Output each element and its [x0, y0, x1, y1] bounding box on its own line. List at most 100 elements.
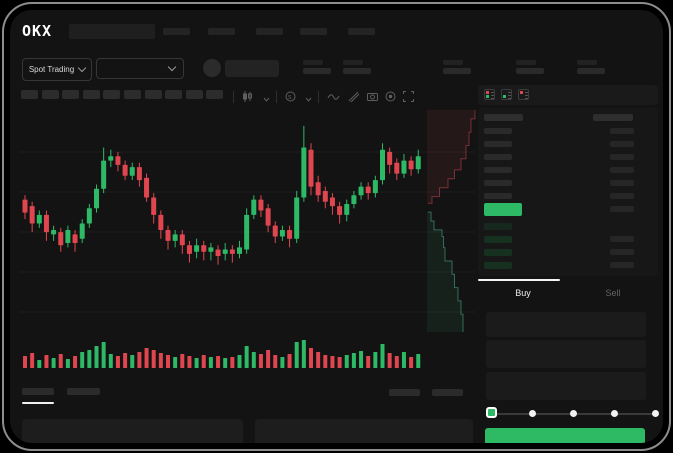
ask-price-placeholder[interactable] [484, 167, 512, 173]
nav-item-placeholder[interactable] [256, 28, 283, 35]
bid-price-placeholder[interactable] [484, 262, 512, 269]
candle-body [144, 177, 150, 198]
volume-bar [37, 360, 42, 368]
amount-slider-handle[interactable] [486, 407, 497, 418]
volume-bar [108, 354, 113, 368]
bid-price-placeholder[interactable] [484, 249, 512, 256]
tab-buy[interactable]: Buy [515, 288, 531, 298]
history-table-placeholder[interactable] [255, 419, 473, 443]
amount-input[interactable] [486, 340, 646, 368]
settings-icon[interactable] [384, 90, 397, 103]
okx-logo[interactable]: OKX [22, 22, 53, 40]
indicators-icon[interactable]: s [284, 90, 297, 103]
stat-label-placeholder [303, 60, 323, 65]
interval-chip[interactable] [21, 90, 38, 99]
volume-bar [351, 353, 356, 368]
bid-price-placeholder[interactable] [484, 236, 512, 243]
total-input[interactable] [486, 372, 646, 400]
ask-amount-placeholder [610, 128, 634, 134]
volume-bar [258, 354, 263, 368]
bottom-tab-placeholder[interactable] [22, 388, 54, 395]
nav-item-placeholder[interactable] [348, 28, 375, 35]
market-type-dropdown[interactable]: Spot Trading [22, 58, 92, 81]
ask-price-placeholder[interactable] [484, 180, 512, 186]
depth-bids-area [427, 212, 463, 332]
volume-bar [330, 356, 335, 368]
candle-body [279, 230, 285, 237]
volume-bar [387, 353, 392, 368]
candle-body [79, 223, 85, 239]
candle-body [36, 214, 42, 224]
last-price-badge[interactable] [484, 203, 522, 216]
book-asks-icon[interactable] [518, 89, 529, 100]
bottom-tab-placeholder[interactable] [67, 388, 100, 395]
volume-bar [273, 355, 278, 368]
stat-label-placeholder [343, 60, 363, 65]
orderbook-panel[interactable] [478, 108, 658, 276]
volume-bar [123, 353, 128, 368]
volume-bar [94, 346, 99, 368]
candlestick-chart[interactable] [10, 10, 663, 443]
candle-body [365, 186, 371, 194]
interval-chip[interactable] [185, 90, 203, 99]
bottom-action-placeholder[interactable] [432, 389, 463, 396]
ask-price-placeholder[interactable] [484, 141, 512, 147]
chevron-down-icon[interactable] [260, 93, 273, 106]
slider-stop-dot[interactable] [610, 410, 618, 417]
search-placeholder[interactable] [69, 24, 155, 39]
bid-price-placeholder[interactable] [484, 223, 512, 230]
volume-bar [251, 352, 256, 368]
book-bids-icon[interactable] [501, 89, 512, 100]
interval-chip[interactable] [144, 90, 162, 99]
interval-chip[interactable] [206, 90, 224, 99]
volume-bar [287, 354, 292, 368]
pair-dropdown[interactable] [96, 58, 184, 79]
slider-stop-dot[interactable] [528, 410, 536, 417]
draw-icon[interactable] [347, 90, 360, 103]
volume-bar [101, 342, 106, 368]
volume-bar [294, 342, 299, 368]
candle-type-icon[interactable] [241, 90, 254, 103]
volume-bar [380, 344, 385, 368]
candle-body [43, 214, 49, 233]
depth-overlay [427, 110, 476, 332]
stat-label-placeholder [577, 60, 597, 65]
stat-value-placeholder [516, 68, 544, 74]
candle-body [372, 180, 378, 194]
candle-body [129, 167, 135, 176]
nav-item-placeholder[interactable] [300, 28, 327, 35]
interval-chip[interactable] [82, 90, 100, 99]
book-both-icon[interactable] [484, 89, 495, 100]
slider-stop-dot[interactable] [569, 410, 577, 417]
volume-bar [44, 355, 49, 368]
candle-body [115, 156, 121, 165]
ask-price-placeholder[interactable] [484, 193, 512, 199]
chevron-down-icon[interactable] [302, 93, 315, 106]
tab-sell[interactable]: Sell [605, 288, 621, 298]
volume-bar [166, 355, 170, 368]
camera-icon[interactable] [366, 90, 379, 103]
orders-table-placeholder[interactable] [22, 419, 243, 443]
ask-price-placeholder[interactable] [484, 128, 512, 134]
fullscreen-icon[interactable] [402, 90, 415, 103]
interval-chip[interactable] [103, 90, 121, 99]
candle-body [380, 149, 385, 181]
buy-submit-button[interactable] [485, 428, 645, 443]
price-input[interactable] [486, 312, 646, 337]
interval-chip[interactable] [62, 90, 80, 99]
volume-bar [180, 354, 185, 368]
ask-amount-placeholder [610, 154, 634, 160]
interval-chip[interactable] [165, 90, 183, 99]
nav-item-placeholder[interactable] [163, 28, 190, 35]
candle-body [136, 167, 142, 181]
ask-price-placeholder[interactable] [484, 154, 512, 160]
interval-chip[interactable] [41, 90, 59, 99]
candle-body [172, 234, 178, 241]
slider-stop-dot[interactable] [651, 410, 659, 417]
ask-amount-placeholder [610, 193, 634, 199]
line-icon[interactable] [327, 90, 340, 103]
volume-bar [115, 356, 120, 368]
nav-item-placeholder[interactable] [208, 28, 235, 35]
interval-chip[interactable] [124, 90, 141, 99]
bottom-action-placeholder[interactable] [389, 389, 420, 396]
